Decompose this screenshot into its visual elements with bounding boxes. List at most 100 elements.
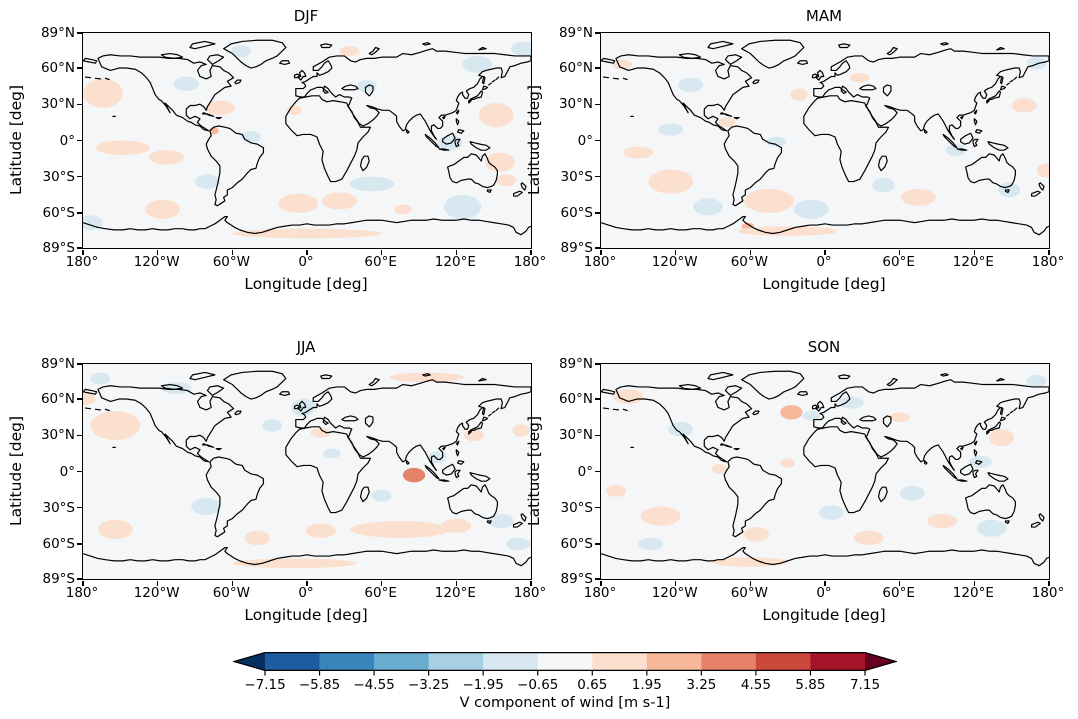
x-axis-tick (157, 580, 159, 586)
x-tick-label: 60°E (364, 254, 397, 270)
anomaly-blob (83, 78, 123, 108)
anomaly-blob (1026, 57, 1047, 70)
anomaly-blob (793, 199, 829, 220)
anomaly-blob (310, 428, 331, 438)
x-axis-label: Longitude [deg] (244, 606, 368, 624)
anomaly-blob (638, 537, 664, 551)
colorbar-segment (537, 652, 593, 671)
x-axis-label: Longitude [deg] (762, 606, 886, 624)
anomaly-blob (511, 41, 531, 56)
x-axis-tick (455, 580, 457, 586)
colorbar-segment (592, 652, 648, 671)
x-axis-label: Longitude [deg] (244, 275, 368, 293)
y-tick-label: 30°N (40, 427, 75, 444)
world-map (601, 370, 1049, 567)
y-axis-tick (594, 543, 600, 545)
anomaly-blob (849, 72, 870, 83)
x-tick-label: 0° (298, 254, 314, 270)
y-axis-label: Latitude [deg] (525, 415, 543, 526)
y-tick-label: 89°N (40, 356, 75, 372)
x-tick-label: 60°W (212, 254, 250, 270)
y-axis-tick (76, 507, 82, 509)
y-tick-label: 60°N (558, 60, 593, 77)
anomaly-blob (838, 396, 864, 409)
x-axis-tick (231, 249, 233, 255)
anomaly-blob (262, 419, 283, 432)
anomaly-blob (232, 228, 382, 239)
anomaly-blob (506, 537, 531, 551)
anomaly-blob (488, 513, 514, 529)
anomaly-blob (1026, 374, 1047, 387)
panel-title: JJA (296, 338, 316, 356)
y-tick-label: 89°N (558, 356, 593, 372)
y-tick-label: 30°S (42, 168, 76, 185)
x-tick-label: 60°W (212, 585, 250, 601)
anomaly-blob (717, 117, 736, 128)
colorbar-tick-label: −7.15 (244, 677, 286, 693)
x-axis-tick (82, 580, 84, 586)
colorbar-right-arrow (865, 652, 897, 671)
x-axis-tick (82, 249, 84, 255)
colorbar-segment (810, 652, 866, 671)
anomaly-blob (305, 523, 336, 538)
colorbar-tick-label: −4.55 (353, 677, 395, 693)
anomaly-blob (496, 174, 517, 187)
y-axis-tick (76, 543, 82, 545)
anomaly-layer (605, 374, 1047, 567)
colorbar-segment (755, 652, 811, 671)
x-tick-label: 180° (513, 585, 547, 601)
x-tick-label: 180° (65, 585, 99, 601)
anomaly-blob (648, 169, 694, 194)
x-tick-label: 180° (1031, 585, 1065, 601)
world-map (601, 39, 1049, 236)
anomaly-blob (989, 429, 1015, 447)
anomaly-blob (350, 521, 451, 538)
y-axis-tick (594, 139, 600, 142)
y-tick-label: 60°S (42, 535, 76, 552)
x-tick-label: 120°E (952, 254, 994, 270)
y-axis-tick (594, 507, 600, 509)
map-plot-area: 89°N 60°N 30°N 0° 30°S 60°S 89°S (41, 25, 532, 256)
panel-title: DJF (293, 7, 319, 25)
anomaly-blob (678, 77, 704, 93)
anomaly-blob (693, 198, 723, 216)
x-axis-tick (381, 580, 383, 586)
colorbar-bar (233, 652, 897, 676)
anomaly-blob (512, 424, 530, 437)
anomaly-blob (321, 192, 357, 210)
anomaly-blob (900, 188, 936, 206)
y-axis-label: Latitude [deg] (7, 415, 25, 526)
anomaly-blob (872, 177, 895, 193)
anomaly-blob (95, 140, 151, 155)
y-axis-tick (76, 434, 82, 436)
colorbar-tick-label: −3.25 (407, 677, 450, 693)
anomaly-blob (173, 76, 199, 91)
x-axis-tick (600, 249, 602, 255)
y-axis-label: Latitude [deg] (525, 84, 543, 195)
anomaly-blob (976, 519, 1007, 537)
y-tick-label: 89°S (42, 240, 76, 256)
x-axis-tick (157, 249, 159, 255)
colorbar-tick-label: 0.65 (577, 677, 608, 693)
anomaly-blob (90, 372, 111, 385)
x-axis-tick (1048, 249, 1050, 255)
x-tick-label: 180° (513, 254, 547, 270)
y-tick-label: 89°N (558, 25, 593, 41)
anomaly-blob (394, 204, 412, 215)
colorbar-tick-label: 5.85 (795, 677, 826, 693)
y-axis-label: Latitude [deg] (7, 84, 25, 195)
anomaly-blob (145, 199, 181, 220)
y-tick-label: 30°N (40, 96, 75, 113)
anomaly-blob (278, 193, 319, 213)
y-axis-tick (76, 103, 82, 105)
x-tick-label: 120°E (434, 254, 476, 270)
anomaly-blob (90, 411, 141, 441)
anomaly-layer (83, 372, 531, 569)
anomaly-blob (1011, 98, 1037, 113)
y-tick-label: 0° (577, 132, 593, 149)
x-axis-tick (749, 580, 751, 586)
colorbar-label: V component of wind [m s-1] (459, 695, 671, 711)
anomaly-blob (744, 527, 769, 542)
panel-title: SON (807, 338, 841, 356)
